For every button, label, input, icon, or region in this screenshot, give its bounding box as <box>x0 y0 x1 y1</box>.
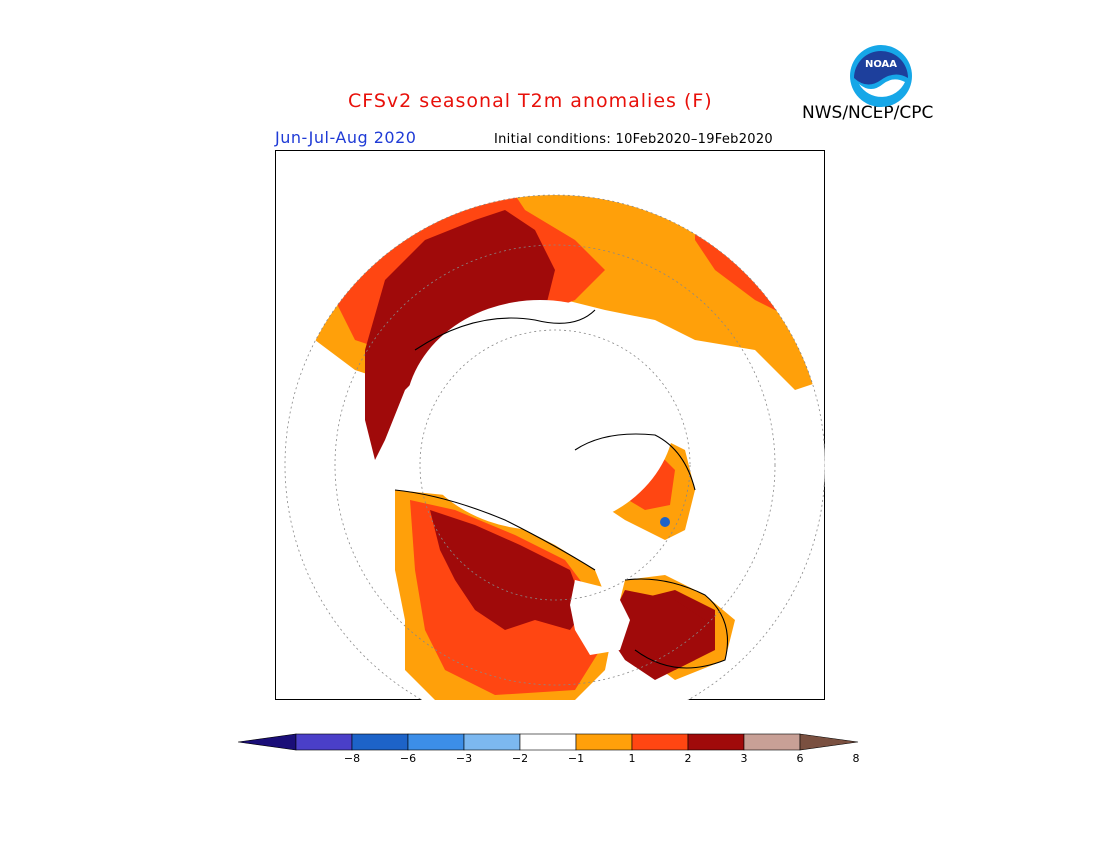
coastline <box>394 309 729 669</box>
legend-tick-label: −6 <box>399 752 417 765</box>
legend-swatch <box>407 733 465 751</box>
polar-map <box>275 150 825 700</box>
season-label: Jun-Jul-Aug 2020 <box>275 128 417 147</box>
region-greenland-white <box>570 580 630 655</box>
region-alaska-darkred <box>605 590 705 680</box>
legend-swatch <box>295 733 353 751</box>
logo-text: NOAA <box>865 59 897 70</box>
initial-conditions-label: Initial conditions: 10Feb2020–19Feb2020 <box>494 132 773 147</box>
legend-arrow-low <box>238 733 297 751</box>
map-boundary <box>284 194 825 700</box>
color-legend <box>238 733 859 751</box>
legend-tick-label: 8 <box>852 752 860 765</box>
legend-swatch <box>743 733 801 751</box>
noaa-logo: NOAA <box>850 45 912 107</box>
organization-label: NWS/NCEP/CPC <box>802 103 934 123</box>
legend-swatch <box>463 733 521 751</box>
legend-swatch <box>575 733 633 751</box>
logo-wave <box>859 79 905 97</box>
cool-anomaly-spot <box>660 517 670 527</box>
legend-swatch <box>687 733 745 751</box>
legend-tick-label: −1 <box>567 752 585 765</box>
legend-swatch <box>519 733 577 751</box>
logo-top-half <box>854 51 908 85</box>
legend-tick-label: −8 <box>343 752 361 765</box>
legend-tick-label: 2 <box>684 752 692 765</box>
region-arctic-ocean <box>405 300 675 530</box>
legend-arrow-high <box>799 733 859 751</box>
latitude-circle <box>419 329 691 601</box>
legend-tick-label: −2 <box>511 752 529 765</box>
legend-swatch <box>631 733 689 751</box>
latitude-circle <box>334 244 776 686</box>
legend-tick-label: −3 <box>455 752 473 765</box>
legend-tick-label: 3 <box>740 752 748 765</box>
legend-tick-label: 1 <box>628 752 636 765</box>
legend-tick-label: 6 <box>796 752 804 765</box>
chart-title: CFSv2 seasonal T2m anomalies (F) <box>348 90 713 112</box>
legend-swatch <box>351 733 409 751</box>
